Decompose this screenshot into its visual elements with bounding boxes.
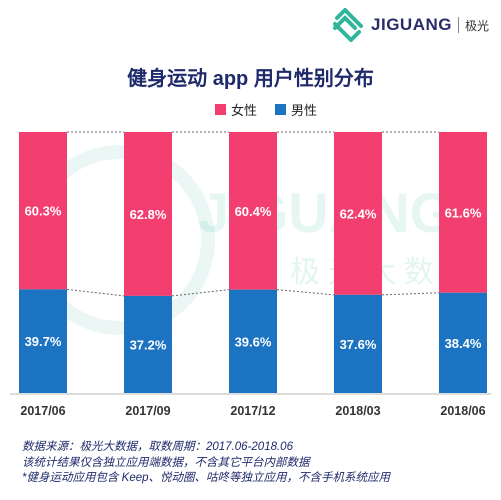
- x-tick-label: 2018/03: [335, 404, 380, 418]
- x-tick-label: 2017/12: [230, 404, 275, 418]
- data-label-male: 37.6%: [340, 337, 377, 352]
- bar-male-2018/06: [439, 292, 487, 393]
- footnote-apps: *健身运动应用包含 Keep、悦动圈、咕咚等独立应用，不含手机系统应用: [22, 472, 391, 484]
- bar-female-2017/06: [19, 132, 67, 290]
- legend-item-male: 男性: [275, 100, 317, 119]
- x-tick-label: 2018/06: [440, 404, 485, 418]
- bar-male-2017/12: [229, 289, 277, 393]
- data-label-female: 60.4%: [235, 204, 272, 219]
- brand-name: JIGUANG: [371, 15, 452, 34]
- bar-male-2018/03: [334, 294, 382, 393]
- bar-female-2017/12: [229, 132, 277, 290]
- stacked-bar-chart: JIGUANG极光大数据60.3%39.7%2017/0662.8%37.2%2…: [10, 131, 491, 418]
- legend-swatch-male: [275, 104, 287, 115]
- legend-label-female: 女性: [231, 103, 258, 118]
- brand-subtitle: 极光: [464, 18, 489, 33]
- chart-legend: 女性 男性: [215, 100, 317, 119]
- footnotes: 数据来源：极光大数据，取数周期：2017.06-2018.06 该统计结果仅含独…: [22, 440, 390, 487]
- bar-female-2018/03: [334, 132, 382, 295]
- connector-split: [66, 288, 125, 297]
- chart-title: 健身运动 app 用户性别分布: [127, 68, 374, 90]
- connector-split: [276, 289, 335, 296]
- data-label-male: 39.7%: [25, 334, 62, 349]
- connector-split: [171, 289, 230, 297]
- bar-male-2017/06: [19, 289, 67, 393]
- x-tick-label: 2017/09: [125, 404, 170, 418]
- bar-male-2017/09: [124, 295, 172, 393]
- jiguang-logo-icon: [333, 8, 364, 42]
- data-label-female: 61.6%: [445, 205, 482, 220]
- data-label-male: 37.2%: [130, 337, 167, 352]
- data-label-female: 62.4%: [340, 206, 377, 221]
- connector-split: [381, 292, 440, 296]
- footnote-scope: 该统计结果仅含独立应用端数据，不含其它平台内部数据: [22, 456, 310, 469]
- legend-item-female: 女性: [215, 100, 257, 119]
- legend-label-male: 男性: [291, 103, 318, 118]
- brand-divider: [457, 17, 459, 33]
- data-label-female: 60.3%: [25, 204, 62, 219]
- brand-logo: JIGUANG 极光: [331, 8, 489, 42]
- bar-female-2017/09: [124, 132, 172, 296]
- legend-swatch-female: [215, 104, 226, 115]
- data-label-male: 39.6%: [235, 334, 272, 349]
- footnote-source: 数据来源：极光大数据，取数周期：2017.06-2018.06: [22, 441, 293, 453]
- data-label-male: 38.4%: [445, 336, 482, 351]
- x-tick-label: 2017/06: [20, 404, 65, 418]
- data-label-female: 62.8%: [130, 207, 167, 222]
- bar-female-2018/06: [439, 132, 487, 293]
